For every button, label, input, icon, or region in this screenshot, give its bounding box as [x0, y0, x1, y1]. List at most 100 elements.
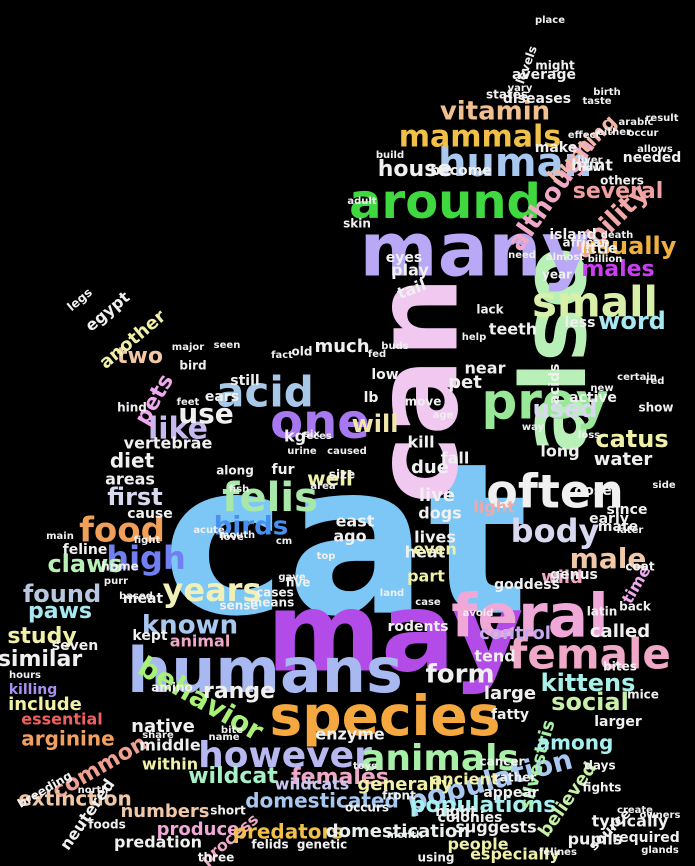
word-include: include: [8, 694, 82, 715]
word-area: area: [310, 481, 335, 492]
word-near: near: [465, 359, 506, 378]
word-house: house: [378, 157, 452, 182]
word-however: however: [198, 735, 372, 776]
word-water: water: [594, 449, 653, 470]
word-lives: lives: [414, 528, 456, 547]
word-produce: produce: [157, 819, 240, 840]
word-build: build: [376, 150, 404, 161]
word-name: name: [208, 732, 239, 743]
word-cases: cases: [256, 586, 294, 600]
word-caused: caused: [327, 446, 367, 457]
word-numbers: numbers: [120, 801, 209, 822]
word-three: three: [198, 851, 234, 865]
word-year: year: [542, 268, 572, 282]
word-often: often: [486, 465, 624, 519]
word-billion: billion: [588, 254, 623, 265]
word-feces: feces: [302, 431, 332, 442]
word-rodents: rodents: [387, 619, 448, 635]
word-urine: urine: [287, 446, 317, 457]
word-death: death: [601, 230, 634, 241]
word-mate: mate: [598, 519, 638, 535]
word-felids: felids: [251, 838, 288, 852]
word-middle: middle: [139, 736, 201, 755]
word-found: found: [23, 580, 101, 608]
word-typically: typically: [592, 812, 669, 831]
word-hind: hind: [117, 401, 147, 415]
word-around: around: [349, 174, 541, 230]
word-generally: generally: [357, 774, 452, 795]
word-species: species: [270, 684, 501, 748]
word-claws: claws: [47, 550, 122, 578]
word-play: play: [391, 261, 429, 280]
word-states: states: [486, 88, 528, 102]
word-love: love: [220, 532, 244, 543]
word-lb: lb: [364, 390, 379, 406]
word-fatty: fatty: [491, 707, 529, 723]
word-top: top: [317, 551, 336, 562]
word-wildcats: wildcats: [275, 775, 350, 794]
word-kill: kill: [407, 433, 434, 452]
word-teeth: teeth: [489, 320, 537, 339]
word-essential: essential: [21, 710, 103, 729]
word-domesticated: domesticated: [245, 789, 399, 813]
word-diseases: diseases: [503, 91, 571, 107]
word-meat: meat: [123, 591, 164, 607]
word-age: age: [433, 410, 454, 421]
word-pupils: pupils: [568, 830, 623, 849]
word-still: still: [230, 373, 259, 389]
word-make: make: [535, 140, 577, 156]
word-hours: hours: [9, 670, 41, 681]
word-buds: buds: [381, 341, 408, 352]
word-using: using: [418, 851, 455, 865]
word-kg: kg: [284, 427, 306, 446]
word-east: east: [336, 512, 375, 531]
word-taste: taste: [582, 96, 611, 107]
word-due: due: [411, 457, 449, 478]
word-heat: heat: [405, 543, 446, 562]
word-fact: fact: [271, 350, 293, 361]
word-rather: rather: [494, 771, 536, 785]
word-people: people: [447, 835, 508, 854]
word-average: average: [512, 67, 576, 83]
word-may: may: [266, 568, 523, 696]
word-males: males: [581, 257, 654, 282]
word-predators: predators: [233, 820, 344, 844]
word-old: old: [292, 345, 313, 359]
word-can: can: [351, 276, 485, 504]
word-animals: animals: [361, 738, 519, 779]
word-required: required: [612, 830, 680, 846]
word-feline: feline: [63, 542, 108, 558]
word-birds: birds: [214, 512, 288, 542]
word-social: social: [551, 688, 629, 716]
word-fed: fed: [368, 349, 386, 360]
word-used: used: [533, 395, 598, 423]
word-cm: cm: [276, 536, 292, 547]
word-show: show: [638, 401, 673, 415]
word-little: little: [580, 241, 617, 257]
word-mice: mice: [627, 688, 659, 702]
word-female: female: [509, 630, 671, 679]
word-areas: areas: [105, 470, 155, 489]
word-enzyme: enzyme: [315, 725, 385, 744]
word-killing: killing: [9, 682, 58, 698]
word-become: become: [430, 163, 492, 179]
word-several: several: [573, 179, 664, 204]
word-feral: feral: [451, 582, 608, 652]
word-vertebrae: vertebrae: [124, 434, 213, 453]
word-years: years: [163, 571, 262, 609]
word-animal: animal: [170, 632, 231, 651]
word-suggests: suggests: [455, 818, 536, 837]
word-toys: toys: [353, 761, 377, 772]
word-prey: prey: [482, 373, 609, 431]
word-bird: bird: [179, 359, 206, 373]
word-active: active: [569, 390, 617, 406]
word-paws: paws: [28, 599, 92, 624]
word-major: major: [172, 342, 204, 353]
word-felis: felis: [222, 475, 318, 521]
word-african: african: [562, 236, 609, 250]
word-now: now: [578, 163, 601, 174]
word-side: side: [652, 480, 676, 491]
word-high: high: [106, 539, 185, 577]
word-will: will: [352, 410, 399, 438]
word-move: move: [405, 395, 442, 409]
